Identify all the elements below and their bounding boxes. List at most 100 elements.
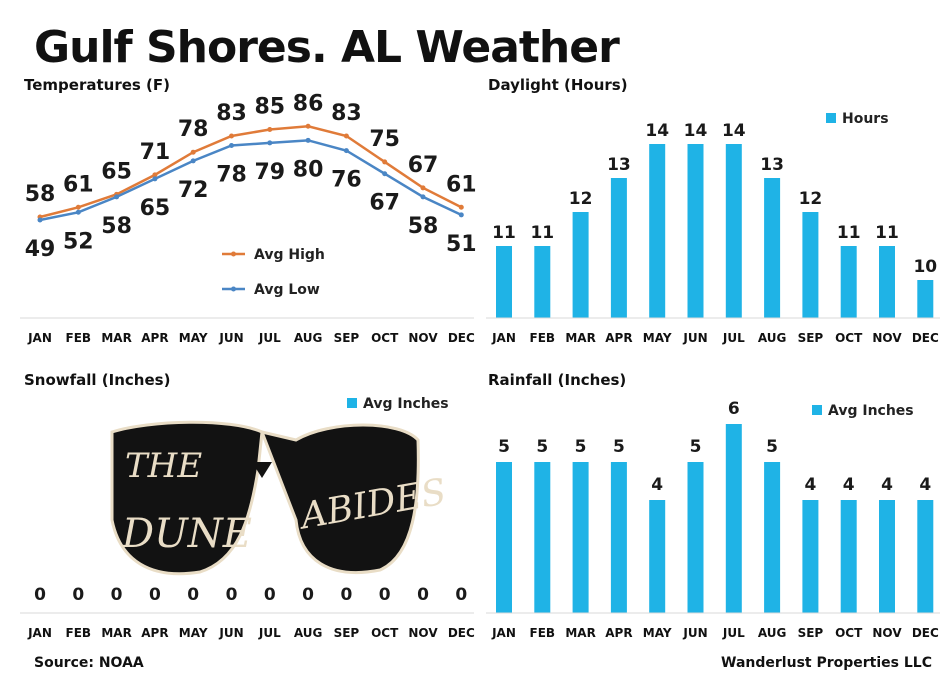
temp-point-high bbox=[458, 204, 464, 210]
daylight-bar bbox=[764, 178, 781, 318]
daylight-bar bbox=[610, 178, 627, 318]
rainfall-data-label: 4 bbox=[651, 475, 663, 495]
temp-data-label: 61 bbox=[446, 172, 477, 197]
rainfall-bar bbox=[917, 500, 934, 613]
daylight-bar bbox=[879, 246, 895, 318]
temp-data-label: 83 bbox=[216, 101, 247, 126]
rainfall-data-label: 4 bbox=[843, 475, 855, 495]
snowfall-tick-label: JUN bbox=[218, 626, 243, 640]
temp-tick-label: AUG bbox=[294, 331, 323, 345]
temp-point-high bbox=[420, 185, 426, 191]
rainfall-legend-swatch bbox=[812, 405, 822, 415]
snowfall-tick-label: AUG bbox=[294, 626, 323, 640]
temp-line-high bbox=[39, 125, 462, 219]
daylight-tick-label: JAN bbox=[491, 331, 516, 345]
temp-data-label: 58 bbox=[408, 214, 439, 239]
snowfall-tick-label: MAY bbox=[179, 626, 208, 640]
rainfall-data-label: 5 bbox=[690, 437, 702, 457]
temp-tick-label: OCT bbox=[371, 331, 399, 345]
rainfall-tick-label: MAY bbox=[643, 626, 672, 640]
snowfall-tick-label: DEC bbox=[448, 626, 475, 640]
daylight-bar bbox=[802, 212, 819, 318]
snowfall-tick-label: JUL bbox=[258, 626, 281, 640]
daylight-data-label: 13 bbox=[760, 155, 784, 175]
daylight-data-label: 11 bbox=[492, 223, 516, 243]
rainfall-bar bbox=[687, 462, 704, 613]
rainfall-bar bbox=[879, 500, 895, 613]
daylight-data-label: 14 bbox=[722, 121, 746, 141]
temp-data-label: 80 bbox=[293, 157, 324, 182]
rainfall-data-label: 4 bbox=[919, 475, 931, 495]
temp-point-low bbox=[267, 140, 273, 146]
temp-point-low bbox=[37, 217, 43, 223]
temp-point-low bbox=[229, 142, 234, 148]
credit-label: Wanderlust Properties LLC bbox=[721, 655, 932, 671]
daylight-tick-label: JUL bbox=[722, 331, 745, 345]
temp-data-label: 65 bbox=[140, 196, 171, 221]
snowfall-data-label: 0 bbox=[226, 585, 238, 605]
daylight-data-label: 13 bbox=[607, 155, 631, 175]
daylight-tick-label: AUG bbox=[758, 331, 787, 345]
temp-tick-label: JUL bbox=[258, 331, 281, 345]
daylight-chart-title: Daylight (Hours) bbox=[488, 76, 628, 94]
daylight-tick-label: NOV bbox=[872, 331, 902, 345]
daylight-tick-label: MAY bbox=[643, 331, 672, 345]
temp-data-label: 51 bbox=[446, 232, 477, 257]
temp-legend-marker bbox=[231, 251, 236, 257]
daylight-data-label: 11 bbox=[837, 223, 861, 243]
rainfall-bar bbox=[764, 462, 781, 613]
temp-point-high bbox=[267, 127, 273, 133]
rainfall-data-label: 5 bbox=[498, 437, 510, 457]
temp-data-label: 58 bbox=[101, 214, 132, 239]
temp-data-label: 58 bbox=[25, 182, 56, 207]
rainfall-tick-label: MAR bbox=[565, 626, 595, 640]
temp-data-label: 79 bbox=[254, 160, 285, 185]
daylight-data-label: 12 bbox=[799, 189, 823, 209]
rainfall-tick-label: NOV bbox=[872, 626, 902, 640]
rainfall-tick-label: JUL bbox=[722, 626, 745, 640]
daylight-tick-label: FEB bbox=[530, 331, 556, 345]
temp-data-label: 83 bbox=[331, 101, 362, 126]
temp-legend-label: Avg High bbox=[254, 247, 325, 263]
temp-point-high bbox=[305, 123, 311, 129]
temp-point-high bbox=[75, 204, 81, 210]
temp-point-high bbox=[343, 133, 349, 139]
daylight-bar bbox=[649, 144, 666, 318]
temp-point-low bbox=[190, 158, 196, 164]
rainfall-data-label: 5 bbox=[766, 437, 778, 457]
temp-data-label: 78 bbox=[216, 162, 247, 187]
snowfall-tick-label: NOV bbox=[408, 626, 438, 640]
temp-tick-label: MAY bbox=[179, 331, 208, 345]
rainfall-data-label: 5 bbox=[575, 437, 587, 457]
daylight-data-label: 14 bbox=[684, 121, 708, 141]
snowfall-tick-label: FEB bbox=[66, 626, 92, 640]
daylight-data-label: 11 bbox=[875, 223, 899, 243]
daylight-tick-label: SEP bbox=[798, 331, 824, 345]
snowfall-data-label: 0 bbox=[417, 585, 429, 605]
rainfall-data-label: 5 bbox=[536, 437, 548, 457]
daylight-tick-label: DEC bbox=[912, 331, 939, 345]
temp-point-low bbox=[75, 209, 81, 215]
daylight-bar bbox=[917, 280, 934, 318]
temp-point-low bbox=[458, 212, 464, 218]
snowfall-chart-title: Snowfall (Inches) bbox=[24, 371, 171, 389]
snowfall-data-label: 0 bbox=[34, 585, 46, 605]
temp-tick-label: DEC bbox=[448, 331, 475, 345]
snowfall-tick-label: APR bbox=[141, 626, 168, 640]
page-title: Gulf Shores. AL Weather bbox=[34, 22, 620, 73]
daylight-tick-label: APR bbox=[605, 331, 632, 345]
temp-line-low bbox=[39, 139, 462, 222]
rainfall-bar bbox=[534, 462, 551, 613]
temp-tick-label: JUN bbox=[218, 331, 243, 345]
temp-tick-label: APR bbox=[141, 331, 168, 345]
temp-data-label: 86 bbox=[293, 91, 324, 116]
temp-data-label: 49 bbox=[25, 237, 56, 262]
rainfall-data-label: 5 bbox=[613, 437, 625, 457]
temp-data-label: 67 bbox=[408, 153, 439, 178]
temp-data-label: 65 bbox=[101, 159, 132, 184]
rainfall-data-label: 6 bbox=[728, 399, 740, 419]
snowfall-tick-label: MAR bbox=[101, 626, 131, 640]
rainfall-bar bbox=[496, 462, 512, 613]
snowfall-tick-label: JAN bbox=[27, 626, 52, 640]
